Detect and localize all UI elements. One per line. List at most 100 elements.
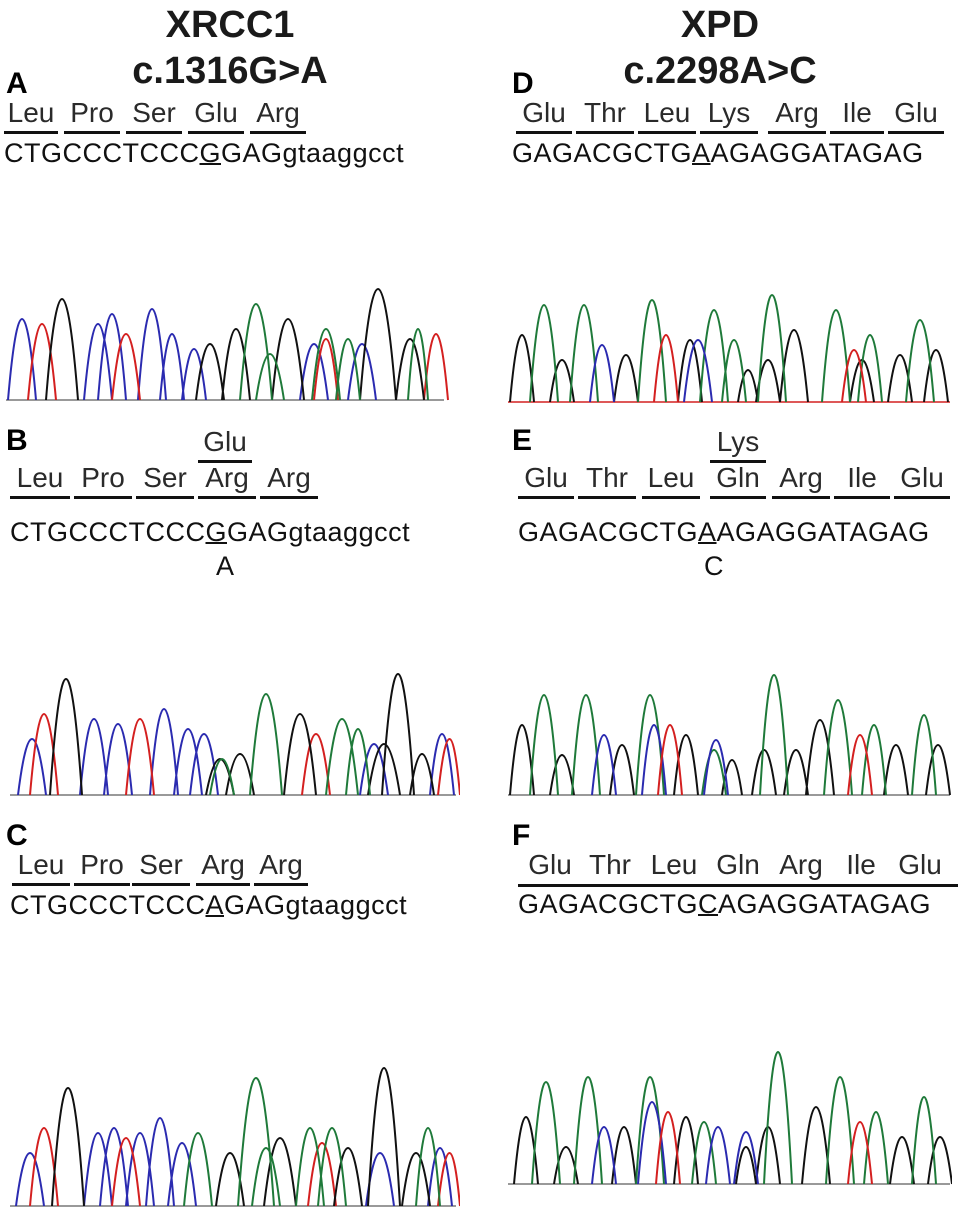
- codon-label: Arg: [250, 96, 306, 134]
- codon-label: Ser: [136, 461, 194, 499]
- panel-label: F: [512, 819, 531, 852]
- peak-a-trace: [529, 674, 937, 796]
- dna-sequence: CTGCCCTCCCGGAGgtaaggcct: [0, 136, 470, 176]
- dna-sequence: CTGCCCTCCCGGAGgtaaggcct: [0, 515, 470, 555]
- variant-base: A: [205, 890, 224, 920]
- sequence-before-variant: GAGACGCTG: [518, 517, 699, 547]
- peak-a-trace: [209, 693, 371, 796]
- codon-label: Arg: [772, 461, 830, 499]
- xrcc1-column-title: XRCC1 c.1316G>A: [0, 2, 460, 94]
- peak-c-trace: [589, 339, 713, 403]
- variant-name: c.2298A>C: [623, 50, 817, 92]
- peak-a-trace: [531, 1051, 937, 1185]
- codon-label: Leu: [4, 96, 58, 134]
- codon-label: Arg: [196, 848, 250, 886]
- peak-a-trace: [183, 1077, 441, 1207]
- peak-a-trace: [239, 303, 429, 401]
- sequence-before-variant: GAGACGCTG: [512, 138, 693, 168]
- codon-label: Arg: [260, 461, 318, 499]
- sequence-before-variant: CTGCCCTCCC: [10, 890, 206, 920]
- variant-base: G: [199, 138, 221, 168]
- sequence-after-variant: GAGgtaaggcct: [227, 517, 411, 547]
- peak-t-trace: [653, 334, 867, 403]
- dna-sequence: GAGACGCTGAAGAGGATAGAG: [502, 136, 964, 176]
- dna-sequence: CTGCCCTCCCAGAGgtaaggcct: [0, 888, 470, 928]
- sequence-after-variant: AGAGGATAGAG: [710, 138, 924, 168]
- alternate-codon-label: Glu: [198, 425, 252, 463]
- peak-t-trace: [29, 713, 460, 796]
- codon-label: Arg: [768, 96, 826, 134]
- alternate-base-row: C: [502, 549, 964, 589]
- variant-base: A: [692, 138, 711, 168]
- peak-t-trace: [655, 1111, 873, 1185]
- peak-c-trace: [17, 708, 455, 796]
- variant-base: G: [205, 517, 227, 547]
- codon-label: Gln: [710, 461, 766, 499]
- panel-f: F Glu Thr Leu Gln Arg Ile Glu GAGACGCTGC…: [502, 820, 964, 1220]
- chromatogram: [508, 1051, 952, 1185]
- variant-base: C: [698, 889, 719, 919]
- sequence-before-variant: GAGACGCTG: [518, 889, 699, 919]
- codon-row: Glu Thr Leu Lys Arg Ile Glu: [502, 96, 964, 136]
- variant-name: c.1316G>A: [132, 50, 328, 92]
- codon-label: Ile: [834, 461, 890, 499]
- panel-label: E: [512, 424, 533, 457]
- codon-row: Lys Glu Thr Leu Gln Arg Ile Glu: [502, 426, 964, 501]
- peak-g-trace: [49, 673, 435, 796]
- panel-e: E Lys Glu Thr Leu Gln Arg Ile Glu GAGACG…: [502, 425, 964, 825]
- alternate-base: C: [704, 551, 724, 581]
- codon-label: Ile: [830, 96, 884, 134]
- codon-label: Thr: [589, 849, 631, 880]
- codon-label: Lys: [700, 96, 758, 134]
- codon-label: Leu: [642, 461, 700, 499]
- codon-label: Glu: [898, 849, 942, 880]
- chromatogram: [10, 673, 460, 796]
- variant-base: A: [698, 517, 717, 547]
- gene-name: XPD: [680, 4, 760, 46]
- chromatogram: [6, 288, 449, 401]
- codon-label: Glu: [528, 849, 572, 880]
- peak-t-trace: [657, 724, 873, 796]
- xpd-column-title: XPD c.2298A>C: [490, 2, 950, 94]
- codon-label: Glu: [518, 461, 574, 499]
- codon-label: Ser: [126, 96, 182, 134]
- dna-sequence: GAGACGCTGAAGAGGATAGAG: [502, 515, 964, 555]
- gene-name: XRCC1: [165, 4, 295, 46]
- codon-label: Pro: [74, 848, 130, 886]
- codon-label: Leu: [10, 461, 70, 499]
- codon-label: Ile: [846, 849, 876, 880]
- sequence-after-variant: GAGgtaaggcct: [224, 890, 408, 920]
- chromatogram: [508, 294, 950, 403]
- panel-b: B Glu Leu Pro Ser Arg Arg CTGCCCTCCCGGAG…: [0, 425, 470, 825]
- sequence-after-variant: AGAGGATAGAG: [718, 889, 932, 919]
- codon-label: Leu: [638, 96, 696, 134]
- peak-g-trace: [45, 288, 425, 401]
- codon-row: Leu Pro Ser Arg Arg: [0, 848, 470, 888]
- panel-d: D Glu Thr Leu Lys Arg Ile Glu GAGACGCTGA…: [502, 68, 964, 468]
- codon-label: Thr: [578, 461, 636, 499]
- sequence-after-variant: AGAGGATAGAG: [716, 517, 930, 547]
- codon-label: Pro: [74, 461, 132, 499]
- chromatogram: [508, 674, 951, 796]
- panel-label: B: [6, 424, 28, 457]
- alternate-base-row: A: [0, 549, 470, 589]
- codon-label: Glu: [888, 96, 944, 134]
- codon-label: Glu: [894, 461, 950, 499]
- panel-label: A: [6, 67, 28, 100]
- alternate-codon-label: Lys: [710, 425, 766, 463]
- peak-c-trace: [591, 1101, 759, 1185]
- codon-label: Pro: [64, 96, 120, 134]
- sequence-before-variant: CTGCCCTCCC: [10, 517, 206, 547]
- codon-label: Glu: [516, 96, 572, 134]
- peak-g-trace: [51, 1067, 431, 1207]
- chromatogram: [10, 1067, 460, 1207]
- peak-a-trace: [529, 294, 935, 403]
- peak-c-trace: [591, 724, 729, 796]
- codon-row: Glu Leu Pro Ser Arg Arg: [0, 426, 470, 501]
- codon-label: Leu: [12, 848, 70, 886]
- panel-c: C Leu Pro Ser Arg Arg CTGCCCTCCCAGAGgtaa…: [0, 820, 470, 1220]
- peak-c-trace: [7, 308, 377, 401]
- alternate-base: A: [216, 551, 235, 581]
- codon-row: Leu Pro Ser Glu Arg: [0, 96, 470, 136]
